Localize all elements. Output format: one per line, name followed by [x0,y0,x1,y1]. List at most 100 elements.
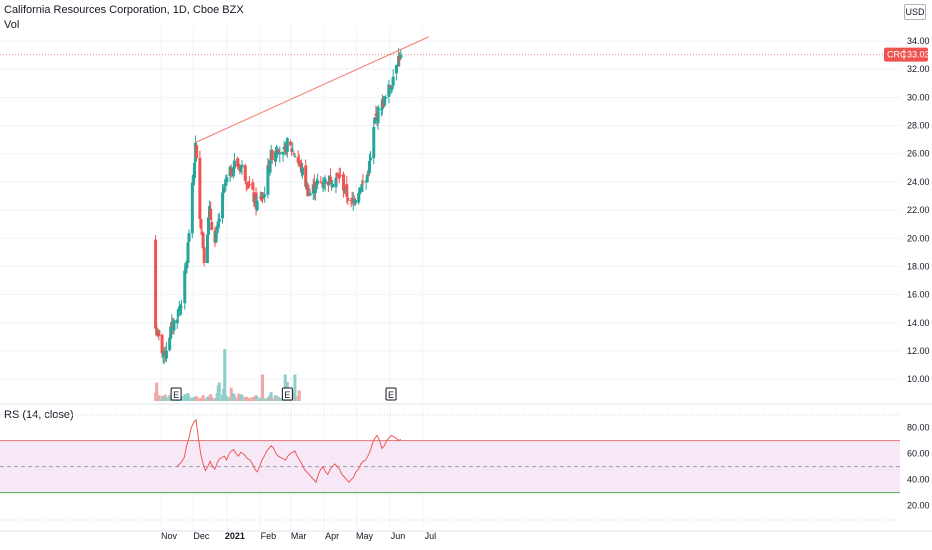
volume-bar [217,382,221,401]
time-tick-label: Apr [325,531,339,541]
volume-bar [255,396,259,401]
volume-bar [195,396,199,401]
time-tick-label: Dec [193,531,210,541]
candle-body [195,145,199,158]
price-axis[interactable]: 34.00 32.00 30.00 28.00 26.00 24.00 22.00 20.00… [907,36,930,511]
price-tick-label: 20.00 [907,233,930,243]
earnings-marker-label: E [173,390,179,400]
candle-body [290,148,294,152]
volume-bar [240,394,244,401]
earnings-marker[interactable]: E [385,387,397,401]
price-tick-label: 18.00 [907,261,930,271]
candle-body [231,167,235,177]
earnings-marker-label: E [284,390,290,400]
candle-body [154,239,158,329]
candle-body [391,76,395,86]
candle-body [372,126,376,159]
candle-body [273,151,277,162]
price-tick-label: 22.00 [907,205,930,215]
time-tick-label: 2021 [225,531,245,541]
candle-body [329,176,333,184]
earnings-marker[interactable]: E [170,387,182,401]
candle-body [313,188,317,194]
price-tick-label: 32.00 [907,64,930,74]
time-tick-label: Jul [425,531,437,541]
candle-body [217,218,221,222]
candle-body [270,150,274,160]
candle-body [394,65,398,74]
last-price-value: 33.03 [907,50,930,60]
candle-body [376,106,380,124]
candle-body [336,173,340,175]
rsi-tick-label: 20.00 [907,501,930,511]
candle-body [353,200,357,204]
candle-body [316,180,320,185]
candle-body [312,181,316,192]
currency-button[interactable]: USD [904,4,926,20]
candle-body [180,306,184,308]
time-tick-label: Jun [391,531,406,541]
candle-body [222,187,226,194]
trendline[interactable] [195,36,430,143]
candle-body [360,184,364,192]
candle-body [278,152,282,155]
candle-body [190,182,194,234]
candle-body [397,55,401,66]
candle-body [342,174,346,191]
candle-body [237,163,241,168]
rsi-tick-label: 80.00 [907,423,930,433]
candle-body [202,247,206,263]
price-tick-label: 16.00 [907,290,930,300]
candle-body [373,117,377,124]
last-price-marker: CRC 33.03 [0,47,930,62]
volume-bar [164,397,168,401]
rsi-tick-label: 60.00 [907,449,930,459]
time-axis[interactable]: Nov Dec 2021 Feb Mar Apr May Jun Jul [161,531,436,541]
candle-body [199,219,203,229]
candle-body [365,174,369,183]
candle-body [248,184,252,186]
earnings-marker[interactable]: E [281,387,293,401]
candle-body [367,160,371,174]
candle-body [350,198,354,200]
candle-body [277,149,281,154]
candle-body [334,177,338,188]
candle-body [331,183,335,188]
volume-bar [229,387,233,401]
candle-body [183,270,187,304]
candle-body [205,234,209,264]
candle-body [383,96,387,106]
volume-bar [270,397,274,401]
volume-bar [201,395,205,401]
candle-body [369,157,373,161]
candle-body [390,86,394,90]
candle-body [320,182,324,184]
time-tick-label: May [356,531,374,541]
candle-body [175,319,179,324]
trendline-segment [195,36,430,143]
candle-body [357,193,361,203]
candle-body [201,232,205,249]
candle-body [281,151,285,155]
candle-body [185,261,189,269]
volume-bar [269,391,273,401]
volume-bar [223,349,227,401]
price-tick-label: 30.00 [907,92,930,102]
candle-body [343,191,347,193]
rsi-label: RS (14, close) [4,409,74,421]
candle-body [198,157,202,219]
candle-body [261,198,265,200]
candle-body [345,184,349,197]
price-tick-label: 26.00 [907,149,930,159]
candle-body [308,192,312,196]
candle-body [323,178,327,185]
candle-body [349,200,353,202]
volume-bar [248,397,252,401]
candle-body [160,334,164,354]
volume-bar [232,395,236,401]
candle-body [243,165,247,181]
candle-body [187,232,191,242]
time-tick-label: Feb [261,531,277,541]
